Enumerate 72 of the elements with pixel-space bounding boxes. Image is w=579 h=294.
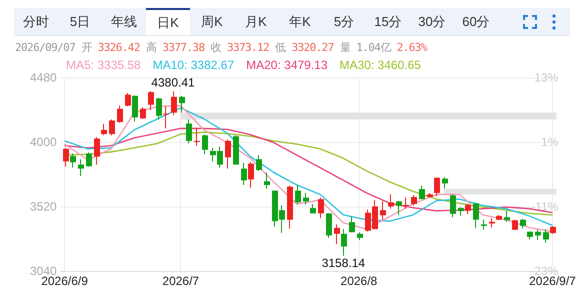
candlestick [388, 194, 394, 210]
candlestick [125, 92, 131, 107]
candlestick [411, 194, 417, 206]
text: 5日 [68, 13, 92, 31]
candlestick [310, 203, 316, 214]
candlestick [156, 97, 162, 120]
candlestick [163, 106, 169, 129]
text: 15分 [373, 13, 403, 31]
candlestick [543, 228, 549, 244]
candlestick [186, 119, 192, 144]
text: MA10: 3382.67 [152, 58, 234, 72]
candlestick [442, 176, 448, 190]
candlestick [264, 172, 270, 190]
candlestick [535, 229, 541, 241]
candlestick [465, 203, 471, 215]
candlestick [109, 119, 115, 136]
text: 年线 [110, 13, 138, 31]
candlestick [194, 127, 200, 146]
text: MA5: 3335.58 [66, 58, 141, 72]
candlestick [202, 134, 208, 155]
candlestick [326, 212, 332, 238]
candlestick [349, 216, 355, 233]
candlestick [489, 218, 495, 228]
candlestick [248, 162, 254, 188]
annotation: 4380.41 [151, 76, 195, 90]
x-tick-label: 2026/8 [340, 274, 378, 288]
candlestick [419, 185, 425, 200]
candlestick [140, 106, 146, 120]
text: 日K [146, 8, 190, 35]
candlestick [481, 219, 487, 230]
candlestick [94, 136, 100, 166]
candlestick [256, 154, 262, 172]
candlestick [334, 224, 340, 245]
candlestick [171, 90, 177, 116]
candlestick [101, 123, 107, 136]
candlestick [179, 95, 185, 114]
candlestick [78, 158, 84, 177]
text: 周K [200, 13, 224, 31]
candlestick [132, 94, 138, 122]
text: 30分 [417, 13, 447, 31]
candlestick [504, 210, 510, 222]
candlestick [473, 202, 479, 229]
candlestick [434, 177, 440, 197]
text: 分时 [22, 13, 50, 31]
text: 5分 [332, 13, 356, 31]
candlestick [512, 219, 518, 230]
text: MA20: 3479.13 [246, 58, 328, 72]
y-tick-label: 4480 [30, 70, 58, 84]
x-tick-label: 2026/7 [162, 274, 200, 288]
text: 年K [288, 13, 312, 31]
candlestick [341, 228, 347, 256]
annotation: 3158.14 [322, 256, 366, 270]
candlestick [86, 152, 92, 168]
y-tick-label: 4000 [30, 134, 58, 149]
text: 60分 [461, 13, 491, 31]
candlestick [396, 200, 402, 216]
text: MA30: 3460.65 [340, 58, 421, 72]
candlestick [241, 162, 247, 186]
candlestick [70, 153, 76, 168]
candlestick [225, 138, 231, 170]
y-tick-label: 3520 [30, 199, 58, 214]
candlestick [318, 197, 324, 219]
candlestick [450, 194, 456, 218]
candlestick [520, 218, 526, 229]
candlestick [295, 184, 301, 204]
candlestick [148, 90, 154, 111]
text: 月K [244, 13, 268, 31]
text: 2026/09/07 开 3326.42 高 3377.38 收 3373.12 低 3320.27 量 1.04亿 2.63% [15, 41, 427, 54]
candlestick [380, 200, 386, 220]
candlestick [63, 147, 69, 168]
candlestick [117, 105, 123, 124]
candlestick [303, 192, 309, 206]
